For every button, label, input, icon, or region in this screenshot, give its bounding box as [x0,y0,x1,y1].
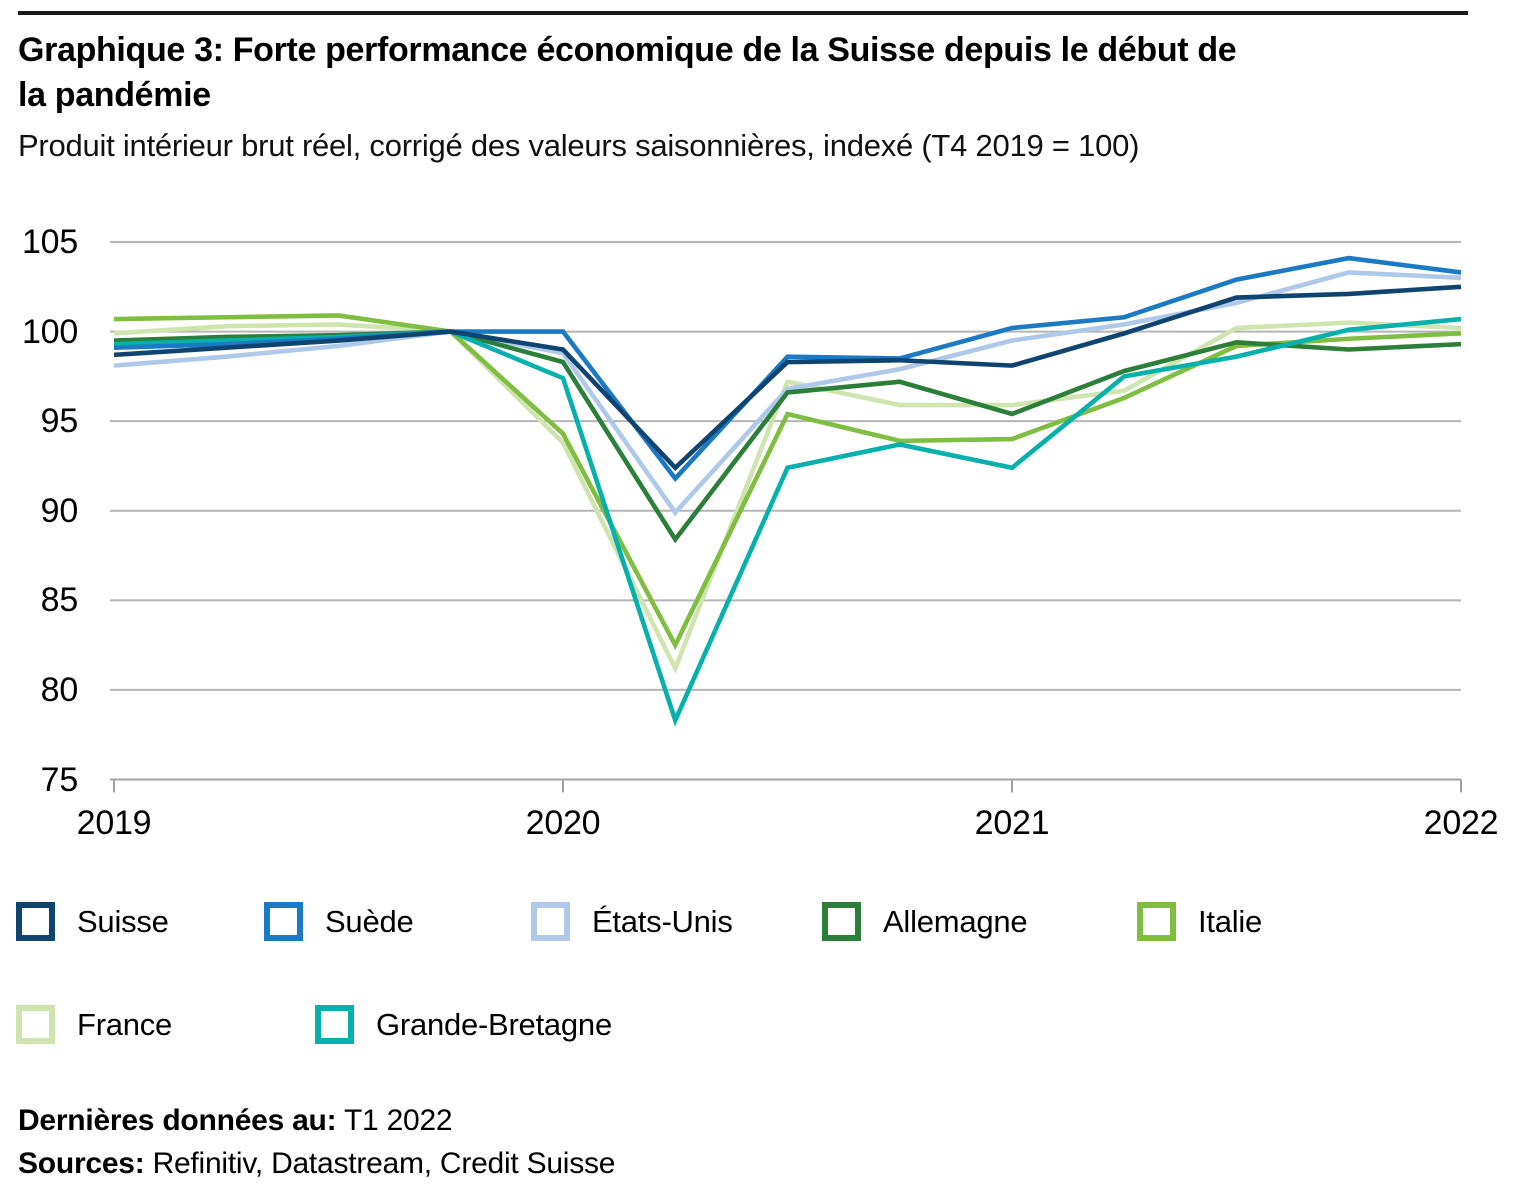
legend-item-su-de: Suède [264,902,414,941]
y-tick-label-85: 85 [40,581,79,620]
x-tick-label-2019: 2019 [76,804,152,842]
legend-swatch-icon [16,902,55,941]
legend-item-allemagne: Allemagne [822,902,1028,941]
series-line-Suisse [113,284,1462,471]
legend-swatch-icon [531,902,570,941]
legend-item--tats-unis: États-Unis [531,902,733,941]
series-line-États-Unis [113,270,1462,517]
y-tick-label-105: 105 [21,222,78,261]
x-tick-label-2022: 2022 [1423,804,1499,842]
series-line-Suède [113,255,1462,483]
legend-item-italie: Italie [1137,902,1262,941]
top-rule [18,11,1468,15]
series-line-France [113,320,1462,675]
y-tick-label-100: 100 [21,312,78,351]
y-tick-label-80: 80 [40,670,79,709]
legend-label: Suisse [77,904,169,939]
sources-label: Sources: [18,1147,145,1180]
y-tick-label-95: 95 [40,402,79,441]
legend-item-grande-bretagne: Grande-Bretagne [315,1005,612,1044]
sources-value: Refinitiv, Datastream, Credit Suisse [144,1147,616,1180]
legend-item-france: France [16,1005,172,1044]
series-line-Grande-Bretagne [113,316,1462,727]
x-tick-label-2020: 2020 [525,804,601,842]
x-tick-label-2021: 2021 [974,804,1050,842]
last-data-value: T1 2022 [336,1104,453,1137]
legend-label: Allemagne [883,904,1028,939]
sources-note: Sources: Refinitiv, Datastream, Credit S… [18,1146,615,1182]
chart-title: Graphique 3: Forte performance économiqu… [18,28,1488,118]
legend-swatch-icon [264,902,303,941]
chart-subtitle: Produit intérieur brut réel, corrigé des… [18,128,1140,163]
y-tick-label-90: 90 [40,491,79,530]
legend-swatch-icon [16,1005,55,1044]
last-data-note: Dernières données au: T1 2022 [18,1103,453,1139]
last-data-label: Dernières données au: [18,1104,337,1137]
chart-title-line1: Graphique 3: Forte performance économiqu… [18,31,1237,69]
legend-label: Grande-Bretagne [376,1007,612,1042]
legend-swatch-icon [822,902,861,941]
chart-title-line2: la pandémie [18,76,211,114]
legend-swatch-icon [1137,902,1176,941]
legend-swatch-icon [315,1005,354,1044]
y-tick-label-75: 75 [40,760,79,799]
legend-item-suisse: Suisse [16,902,169,941]
series-line-Italie [113,313,1462,651]
legend-label: France [77,1007,173,1042]
legend-label: Italie [1198,904,1263,939]
legend-label: États-Unis [592,904,733,939]
legend-label: Suède [325,904,414,939]
